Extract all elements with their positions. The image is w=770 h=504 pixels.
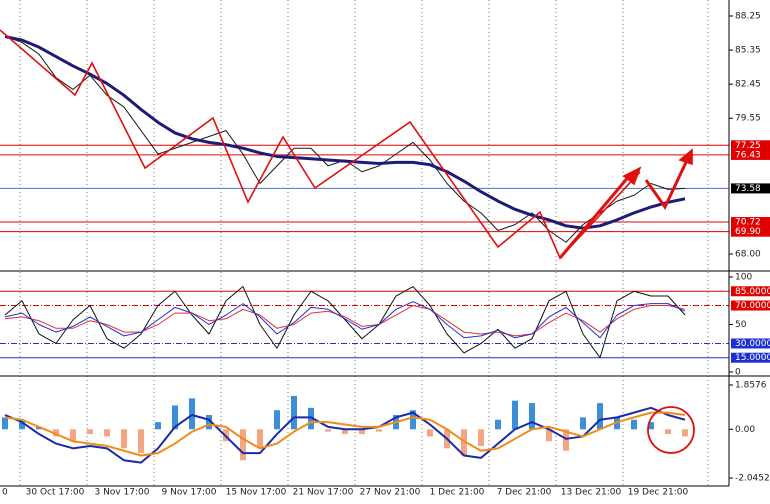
annotations	[0, 29, 695, 454]
histogram-bar	[342, 429, 348, 435]
histogram-bar	[138, 429, 144, 454]
level-label-box	[731, 149, 770, 160]
x-tick-label: 9 Nov 17:00	[162, 488, 217, 498]
histogram-bar	[461, 429, 467, 456]
y-tick-label: 100	[735, 273, 752, 283]
highlight-circle	[647, 406, 695, 454]
y-tick-label: -2.0452	[735, 474, 770, 484]
level-label-box	[731, 300, 770, 311]
histogram-bar	[631, 419, 637, 430]
histogram-bar	[359, 429, 365, 435]
histogram-bar	[104, 429, 110, 437]
level-label-box	[731, 217, 770, 228]
histogram-bar	[2, 417, 8, 430]
y-tick-label: 50	[735, 320, 747, 330]
x-tick-label: 3 Nov 17:00	[95, 488, 150, 498]
y-tick-label: 88.25	[735, 11, 761, 21]
x-tick-label: 15 Nov 17:00	[226, 488, 287, 498]
level-label: 15.0000	[735, 353, 770, 363]
level-label-box	[731, 226, 770, 237]
histogram-bar	[478, 429, 484, 446]
histogram-bar	[121, 429, 127, 449]
histogram-bar	[665, 429, 671, 435]
x-tick-label: 30 Oct 17:00	[26, 488, 85, 498]
histogram-bar	[257, 429, 263, 449]
series-line	[4, 411, 686, 457]
level-label: 77.25	[735, 141, 761, 151]
y-tick-label: 0	[735, 367, 741, 377]
arrow-path	[558, 174, 632, 259]
plots	[2, 35, 688, 464]
level-label: 70.72	[735, 218, 761, 228]
histogram-bar	[563, 429, 569, 451]
histogram-bar	[70, 429, 76, 442]
x-tick-label: 19 Dec 21:00	[628, 488, 689, 498]
histogram-bar	[240, 429, 246, 461]
grid	[0, 0, 729, 486]
histogram-bar	[36, 426, 42, 430]
histogram-bar	[546, 429, 552, 442]
histogram-bar	[206, 414, 212, 430]
histogram-bar	[189, 398, 195, 430]
histogram-bar	[682, 429, 688, 437]
series-line	[4, 406, 686, 464]
histogram-bar	[614, 417, 620, 430]
histogram-bar	[495, 419, 501, 430]
series-line	[4, 286, 686, 359]
histogram-bar	[512, 400, 518, 430]
arrow-head	[678, 148, 693, 166]
x-tick-label: 7 Dec 21:00	[497, 488, 552, 498]
histogram-bar	[155, 422, 161, 430]
x-tick-label: 0	[2, 488, 8, 498]
histogram-bar	[53, 429, 59, 437]
x-tick-label: 1 Dec 21:00	[430, 488, 485, 498]
arrow-path	[644, 157, 690, 210]
histogram-bar	[410, 410, 416, 430]
histogram-bar	[376, 429, 382, 432]
zigzag	[0, 29, 641, 260]
x-tick-label: 21 Nov 17:00	[293, 488, 354, 498]
histogram-bar	[597, 403, 603, 430]
series-line	[4, 35, 686, 230]
histogram-bar	[529, 403, 535, 430]
y-tick-label: 1.8576	[735, 381, 767, 391]
y-tick-label: 85.35	[735, 46, 761, 56]
histogram-bar	[308, 407, 314, 430]
histogram-bar	[580, 417, 586, 430]
histogram-bar	[291, 395, 297, 430]
y-tick-label: 68.00	[735, 250, 761, 260]
histogram-bar	[87, 429, 93, 435]
histogram-bar	[427, 429, 433, 437]
x-tick-label: 27 Nov 21:00	[360, 488, 421, 498]
y-tick-label: 0.00	[735, 425, 755, 435]
histogram-bar	[648, 422, 654, 430]
histogram-bar	[325, 429, 331, 432]
level-label-box	[731, 352, 770, 363]
level-label-box	[731, 140, 770, 151]
y-tick-label: 79.55	[735, 114, 761, 124]
level-label: 69.90	[735, 227, 761, 237]
series-line	[4, 301, 686, 339]
level-label: 73.58	[735, 184, 761, 194]
level-label-box	[731, 183, 770, 194]
histogram-bar	[172, 405, 178, 430]
level-label-box	[731, 286, 770, 297]
histogram-bar	[274, 410, 280, 430]
level-label: 85.0000	[735, 287, 770, 297]
series-line	[4, 305, 686, 337]
level-label: 30.0000	[735, 339, 770, 349]
level-label: 76.43	[735, 150, 761, 160]
y-tick-label: 82.45	[735, 80, 761, 90]
arrow-head	[622, 166, 642, 186]
level-label: 70.0000	[735, 301, 770, 311]
level-label-box	[731, 338, 770, 349]
x-tick-label: 13 Dec 21:00	[561, 488, 622, 498]
histogram-bar	[19, 419, 25, 430]
